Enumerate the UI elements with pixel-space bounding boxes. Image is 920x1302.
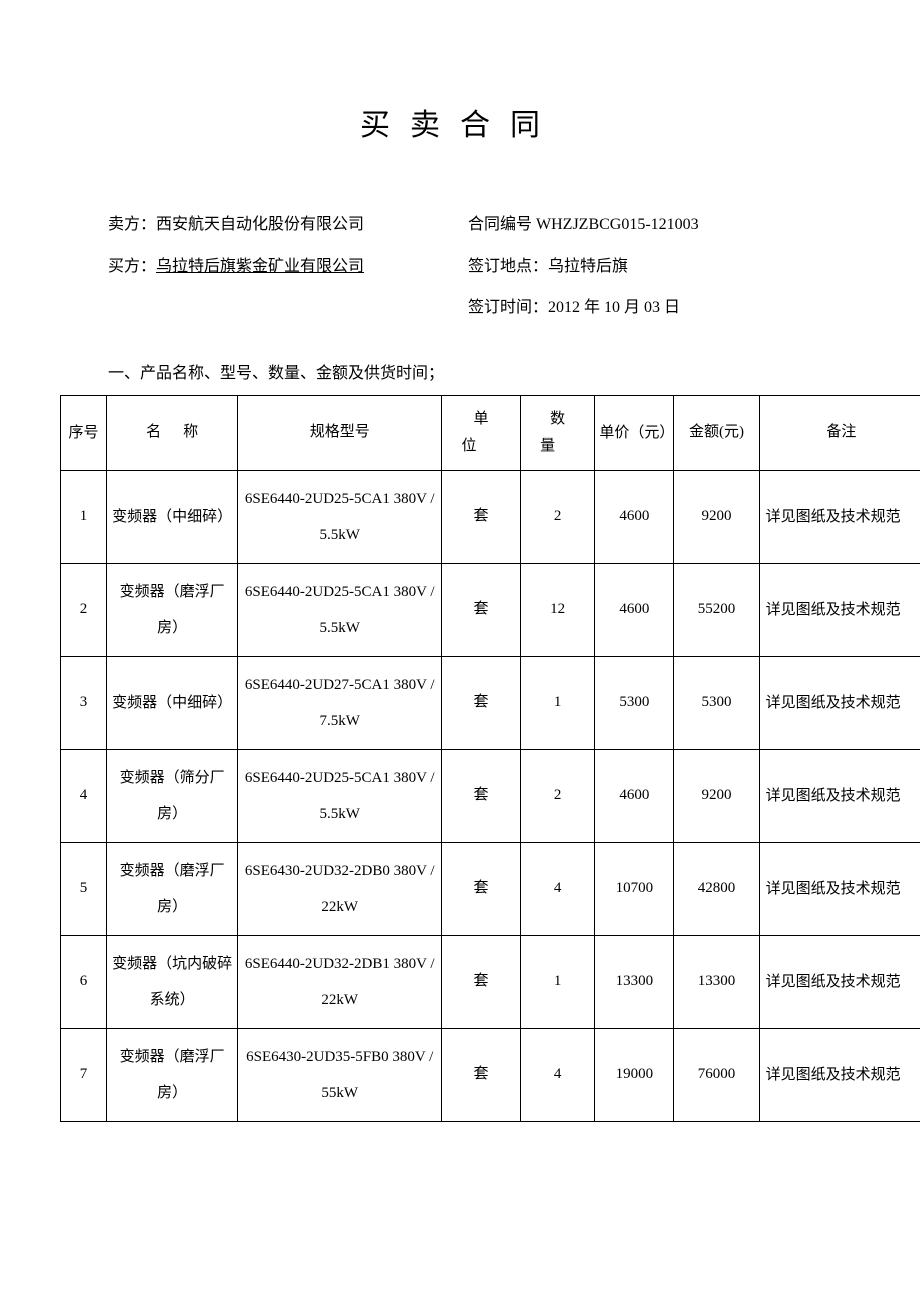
sign-place-label: 签订地点：	[468, 258, 548, 275]
product-table: 序号 名称 规格型号 单位 数量 单价（元） 金额(元) 备注 1变频器（中细碎…	[60, 395, 920, 1122]
cell-remark: 详见图纸及技术规范	[759, 1028, 920, 1121]
contract-no-label: 合同编号	[468, 216, 532, 233]
cell-unit: 套	[442, 1028, 521, 1121]
cell-idx: 7	[61, 1028, 107, 1121]
seller-line: 卖方：西安航天自动化股份有限公司	[108, 204, 468, 246]
table-row: 5变频器（磨浮厂房）6SE6430-2UD32-2DB0 380V / 22kW…	[61, 842, 920, 935]
sign-place-value: 乌拉特后旗	[548, 258, 628, 275]
sign-time-value: 2012 年 10 月 03 日	[548, 299, 680, 316]
cell-amount: 76000	[674, 1028, 759, 1121]
cell-unit: 套	[442, 470, 521, 563]
cell-remark: 详见图纸及技术规范	[759, 842, 920, 935]
cell-qty: 4	[520, 842, 594, 935]
table-row: 6变频器（坑内破碎系统）6SE6440-2UD32-2DB1 380V / 22…	[61, 935, 920, 1028]
cell-price: 4600	[595, 749, 674, 842]
cell-unit: 套	[442, 563, 521, 656]
sign-time-line: 签订时间：2012 年 10 月 03 日	[468, 287, 860, 329]
seller-label: 卖方：	[108, 216, 156, 233]
seller-value: 西安航天自动化股份有限公司	[156, 216, 364, 233]
section-heading: 一、产品名称、型号、数量、金额及供货时间；	[108, 359, 860, 383]
cell-remark: 详见图纸及技术规范	[759, 749, 920, 842]
cell-unit: 套	[442, 749, 521, 842]
cell-price: 19000	[595, 1028, 674, 1121]
sign-place-line: 签订地点：乌拉特后旗	[468, 246, 860, 288]
table-row: 1变频器（中细碎）6SE6440-2UD25-5CA1 380V / 5.5kW…	[61, 470, 920, 563]
cell-name: 变频器（磨浮厂房）	[106, 563, 237, 656]
cell-qty: 12	[520, 563, 594, 656]
th-unit: 单位	[442, 395, 521, 470]
cell-spec: 6SE6440-2UD25-5CA1 380V / 5.5kW	[238, 470, 442, 563]
th-idx: 序号	[61, 395, 107, 470]
cell-qty: 2	[520, 749, 594, 842]
th-spec: 规格型号	[238, 395, 442, 470]
table-row: 3变频器（中细碎）6SE6440-2UD27-5CA1 380V / 7.5kW…	[61, 656, 920, 749]
cell-amount: 42800	[674, 842, 759, 935]
cell-idx: 5	[61, 842, 107, 935]
cell-name: 变频器（筛分厂房）	[106, 749, 237, 842]
cell-remark: 详见图纸及技术规范	[759, 563, 920, 656]
buyer-value: 乌拉特后旗紫金矿业有限公司	[156, 258, 364, 275]
cell-amount: 13300	[674, 935, 759, 1028]
header-info: 卖方：西安航天自动化股份有限公司 买方：乌拉特后旗紫金矿业有限公司 合同编号 W…	[108, 204, 860, 329]
cell-spec: 6SE6440-2UD25-5CA1 380V / 5.5kW	[238, 563, 442, 656]
cell-idx: 3	[61, 656, 107, 749]
cell-name: 变频器（坑内破碎系统）	[106, 935, 237, 1028]
buyer-line: 买方：乌拉特后旗紫金矿业有限公司	[108, 246, 468, 288]
th-price: 单价（元）	[595, 395, 674, 470]
table-row: 7变频器（磨浮厂房）6SE6430-2UD35-5FB0 380V / 55kW…	[61, 1028, 920, 1121]
cell-qty: 4	[520, 1028, 594, 1121]
cell-name: 变频器（磨浮厂房）	[106, 842, 237, 935]
sign-time-label: 签订时间：	[468, 299, 548, 316]
cell-idx: 6	[61, 935, 107, 1028]
cell-qty: 1	[520, 935, 594, 1028]
table-row: 4变频器（筛分厂房）6SE6440-2UD25-5CA1 380V / 5.5k…	[61, 749, 920, 842]
cell-idx: 1	[61, 470, 107, 563]
cell-price: 4600	[595, 563, 674, 656]
cell-price: 13300	[595, 935, 674, 1028]
cell-remark: 详见图纸及技术规范	[759, 470, 920, 563]
cell-remark: 详见图纸及技术规范	[759, 935, 920, 1028]
cell-price: 10700	[595, 842, 674, 935]
header-right: 合同编号 WHZJZBCG015-121003 签订地点：乌拉特后旗 签订时间：…	[468, 204, 860, 329]
cell-spec: 6SE6440-2UD27-5CA1 380V / 7.5kW	[238, 656, 442, 749]
contract-no-value: WHZJZBCG015-121003	[536, 216, 699, 233]
th-amount: 金额(元)	[674, 395, 759, 470]
cell-price: 5300	[595, 656, 674, 749]
page-title: 买卖合同	[60, 100, 860, 144]
cell-spec: 6SE6440-2UD25-5CA1 380V / 5.5kW	[238, 749, 442, 842]
cell-price: 4600	[595, 470, 674, 563]
cell-spec: 6SE6430-2UD32-2DB0 380V / 22kW	[238, 842, 442, 935]
table-row: 2变频器（磨浮厂房）6SE6440-2UD25-5CA1 380V / 5.5k…	[61, 563, 920, 656]
cell-qty: 1	[520, 656, 594, 749]
th-qty: 数量	[520, 395, 594, 470]
cell-spec: 6SE6430-2UD35-5FB0 380V / 55kW	[238, 1028, 442, 1121]
cell-unit: 套	[442, 656, 521, 749]
cell-amount: 9200	[674, 470, 759, 563]
th-remark: 备注	[759, 395, 920, 470]
cell-qty: 2	[520, 470, 594, 563]
cell-remark: 详见图纸及技术规范	[759, 656, 920, 749]
buyer-label: 买方：	[108, 258, 156, 275]
cell-idx: 2	[61, 563, 107, 656]
cell-name: 变频器（磨浮厂房）	[106, 1028, 237, 1121]
cell-name: 变频器（中细碎）	[106, 470, 237, 563]
contract-page: 买卖合同 卖方：西安航天自动化股份有限公司 买方：乌拉特后旗紫金矿业有限公司 合…	[0, 0, 920, 1182]
cell-unit: 套	[442, 935, 521, 1028]
cell-idx: 4	[61, 749, 107, 842]
th-name: 名称	[106, 395, 237, 470]
cell-unit: 套	[442, 842, 521, 935]
contract-no-line: 合同编号 WHZJZBCG015-121003	[468, 204, 860, 246]
cell-amount: 9200	[674, 749, 759, 842]
cell-name: 变频器（中细碎）	[106, 656, 237, 749]
cell-spec: 6SE6440-2UD32-2DB1 380V / 22kW	[238, 935, 442, 1028]
cell-amount: 55200	[674, 563, 759, 656]
header-left: 卖方：西安航天自动化股份有限公司 买方：乌拉特后旗紫金矿业有限公司	[108, 204, 468, 329]
cell-amount: 5300	[674, 656, 759, 749]
table-header-row: 序号 名称 规格型号 单位 数量 单价（元） 金额(元) 备注	[61, 395, 920, 470]
